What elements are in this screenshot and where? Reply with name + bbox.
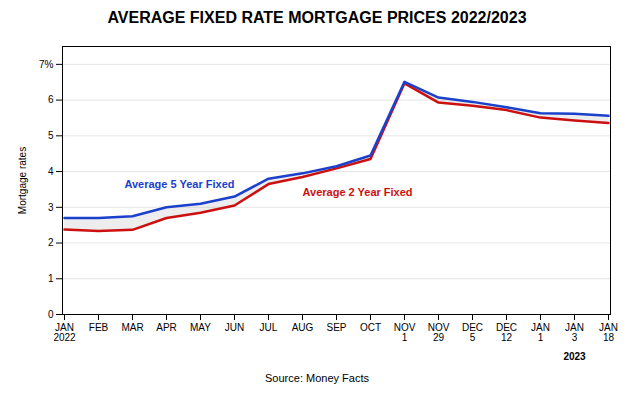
svg-text:NOV1: NOV1	[394, 322, 416, 343]
svg-text:1: 1	[48, 273, 54, 284]
svg-text:JAN3: JAN3	[565, 322, 584, 343]
svg-text:DEC5: DEC5	[462, 322, 483, 343]
svg-text:SEP: SEP	[326, 322, 346, 333]
svg-text:5: 5	[48, 130, 54, 141]
svg-text:JUL: JUL	[260, 322, 278, 333]
svg-text:0: 0	[48, 309, 54, 320]
svg-text:4: 4	[48, 166, 54, 177]
svg-text:NOV29: NOV29	[428, 322, 450, 343]
svg-text:APR: APR	[156, 322, 177, 333]
svg-text:AUG: AUG	[292, 322, 314, 333]
svg-text:MAR: MAR	[121, 322, 143, 333]
svg-text:JAN1: JAN1	[531, 322, 550, 343]
svg-text:JAN18: JAN18	[599, 322, 618, 343]
svg-text:OCT: OCT	[360, 322, 381, 333]
svg-text:Mortgage rates: Mortgage rates	[17, 147, 28, 214]
svg-text:7%: 7%	[39, 59, 54, 70]
html-text:AVERAGE FIXED RATE MORTGAGE PR: AVERAGE FIXED RATE MORTGAGE PRICES 2022/…	[107, 9, 527, 26]
svg-text:2: 2	[48, 237, 54, 248]
svg-text:Average 2 Year Fixed: Average 2 Year Fixed	[303, 186, 413, 198]
svg-text:FEB: FEB	[89, 322, 109, 333]
html-text:Source: Money Facts: Source: Money Facts	[265, 372, 369, 384]
svg-text:Average 5 Year Fixed: Average 5 Year Fixed	[124, 178, 234, 190]
svg-text:JUN: JUN	[225, 322, 244, 333]
svg-text:DEC12: DEC12	[496, 322, 517, 343]
svg-text:2023: 2023	[563, 351, 586, 362]
svg-text:6: 6	[48, 94, 54, 105]
svg-text:3: 3	[48, 202, 54, 213]
svg-text:MAY: MAY	[190, 322, 211, 333]
svg-text:JAN2022: JAN2022	[53, 322, 76, 343]
